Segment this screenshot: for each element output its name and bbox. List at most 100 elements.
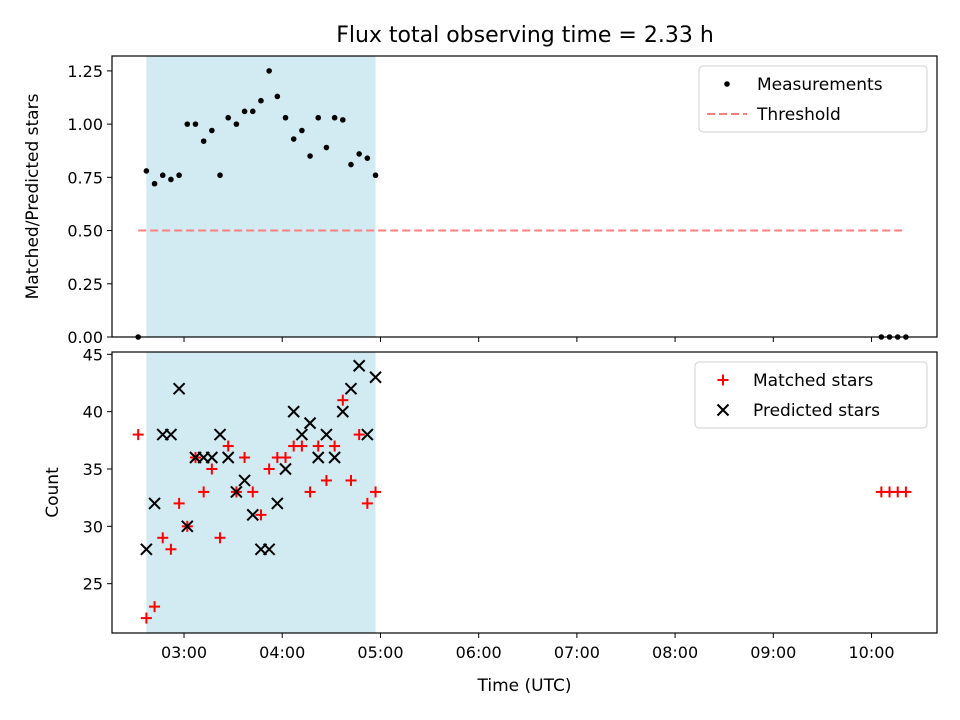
bottom-ytick-label: 35 bbox=[83, 460, 103, 479]
bottom-xtick-label: 03:00 bbox=[161, 643, 207, 662]
top-legend-label: Threshold bbox=[756, 105, 841, 125]
top-y-axis: 0.00 0.25 0.50 0.75 1.00 1.25 bbox=[67, 62, 112, 347]
matched-star-point bbox=[149, 601, 161, 613]
measurement-point bbox=[315, 114, 322, 121]
measurement-point bbox=[217, 172, 223, 179]
bottom-x-axis: 03:00 04:00 05:00 06:00 07:00 08:00 09:00 10:00 bbox=[161, 633, 895, 662]
predicted-star-point-b bbox=[181, 520, 194, 533]
legend-predicted-marker bbox=[716, 403, 730, 417]
bottom-ytick-label: 45 bbox=[83, 345, 103, 364]
matched-star-point bbox=[255, 509, 267, 521]
bottom-legend-label: Matched stars bbox=[753, 371, 873, 391]
matched-star-point bbox=[239, 452, 251, 464]
predicted-star-point-b bbox=[369, 371, 382, 384]
bottom-xtick-label: 09:00 bbox=[750, 643, 796, 662]
predicted-star-point bbox=[279, 462, 292, 476]
measurement-point bbox=[225, 114, 232, 121]
legend-predicted-marker-b bbox=[716, 403, 730, 417]
bottom-panel: 25 30 35 40 45 03:00 04:00 05:00 06:00 07:00 08:0… bbox=[43, 345, 938, 696]
bottom-y-axis-label: Count bbox=[43, 467, 63, 518]
predicted-star-point-b bbox=[295, 428, 309, 441]
measurement-point bbox=[200, 138, 207, 144]
top-ytick-label: 1.00 bbox=[67, 115, 103, 134]
measurement-point bbox=[340, 117, 346, 123]
measurement-point bbox=[331, 114, 338, 121]
predicted-star-point bbox=[181, 520, 194, 533]
predicted-star-point-b bbox=[140, 543, 153, 556]
matched-star-point bbox=[296, 440, 308, 452]
measurement-point bbox=[323, 144, 330, 151]
predicted-star-point bbox=[222, 451, 235, 464]
top-ytick-label: 0.00 bbox=[67, 328, 103, 347]
bottom-observing-window-shade bbox=[146, 352, 376, 633]
matched-star-point bbox=[320, 474, 332, 486]
measurement-point bbox=[274, 93, 281, 100]
bottom-ytick-label: 25 bbox=[83, 575, 103, 594]
matched-star-point bbox=[263, 463, 275, 475]
measurement-point bbox=[143, 168, 150, 174]
matched-star-point bbox=[353, 429, 365, 441]
measurement-point bbox=[192, 121, 199, 127]
matched-star-point bbox=[206, 463, 218, 475]
measurement-point bbox=[299, 127, 305, 134]
measurement-point bbox=[307, 153, 313, 159]
bottom-xtick-label: 10:00 bbox=[848, 643, 894, 662]
predicted-star-point bbox=[246, 508, 259, 522]
predicted-star-point bbox=[344, 382, 358, 395]
predicted-star-point-b bbox=[262, 543, 276, 556]
predicted-star-point-b bbox=[222, 451, 235, 464]
predicted-star-point-b bbox=[336, 405, 350, 418]
bottom-plot-frame bbox=[111, 351, 938, 634]
measurement-point bbox=[159, 172, 166, 179]
matched-star-point bbox=[198, 486, 210, 498]
predicted-star-point-b bbox=[238, 474, 251, 487]
predicted-star-point bbox=[172, 382, 186, 395]
bottom-y-axis: 25 30 35 40 45 bbox=[83, 345, 112, 594]
predicted-star-point bbox=[262, 543, 276, 556]
predicted-star-point-b bbox=[205, 451, 219, 464]
predicted-star-point-b bbox=[246, 508, 259, 522]
top-plot-frame bbox=[111, 55, 938, 338]
measurement-point bbox=[356, 151, 362, 157]
measurement-point bbox=[249, 108, 256, 115]
measurement-point bbox=[241, 108, 248, 115]
predicted-star-point-b bbox=[352, 359, 366, 372]
predicted-star-point-b bbox=[312, 451, 325, 464]
top-panel: 0.00 0.25 0.50 0.75 1.00 1.25 Matched/Predict… bbox=[23, 55, 938, 347]
measurement-point bbox=[372, 172, 379, 179]
measurement-point bbox=[290, 136, 297, 142]
predicted-star-point-b bbox=[230, 485, 243, 499]
predicted-star-point-b bbox=[164, 428, 178, 441]
predicted-star-point-b bbox=[148, 497, 161, 510]
predicted-star-point bbox=[230, 485, 243, 499]
predicted-star-point bbox=[336, 405, 350, 418]
bottom-xtick-label: 06:00 bbox=[456, 643, 502, 662]
bottom-x-axis-label: Time (UTC) bbox=[477, 676, 572, 696]
measurement-point bbox=[184, 121, 191, 127]
predicted-star-point-b bbox=[320, 428, 333, 441]
top-ytick-label: 0.25 bbox=[67, 275, 103, 294]
matched-star-point bbox=[304, 486, 316, 498]
measurement-point bbox=[266, 68, 272, 74]
top-legend: Measurements Threshold bbox=[698, 65, 928, 133]
matched-star-point bbox=[222, 440, 234, 452]
matched-star-point bbox=[165, 543, 177, 555]
bottom-legend-label: Predicted stars bbox=[753, 401, 880, 421]
predicted-star-point bbox=[205, 451, 219, 464]
predicted-star-point-b bbox=[344, 382, 358, 395]
matched-star-point bbox=[337, 394, 349, 406]
measurement-point bbox=[258, 97, 264, 104]
top-ytick-label: 0.75 bbox=[67, 168, 103, 187]
top-legend-box bbox=[698, 65, 928, 133]
bottom-xtick-label: 08:00 bbox=[652, 643, 698, 662]
legend-measurements-marker bbox=[724, 81, 730, 87]
measurement-point bbox=[233, 121, 240, 127]
predicted-star-point bbox=[148, 497, 161, 510]
predicted-star-point bbox=[287, 405, 300, 418]
measurement-point bbox=[282, 114, 289, 121]
predicted-star-point bbox=[295, 428, 309, 441]
predicted-star-point-b bbox=[279, 462, 292, 476]
bottom-ytick-label: 30 bbox=[83, 517, 103, 536]
measurement-point bbox=[348, 161, 354, 168]
